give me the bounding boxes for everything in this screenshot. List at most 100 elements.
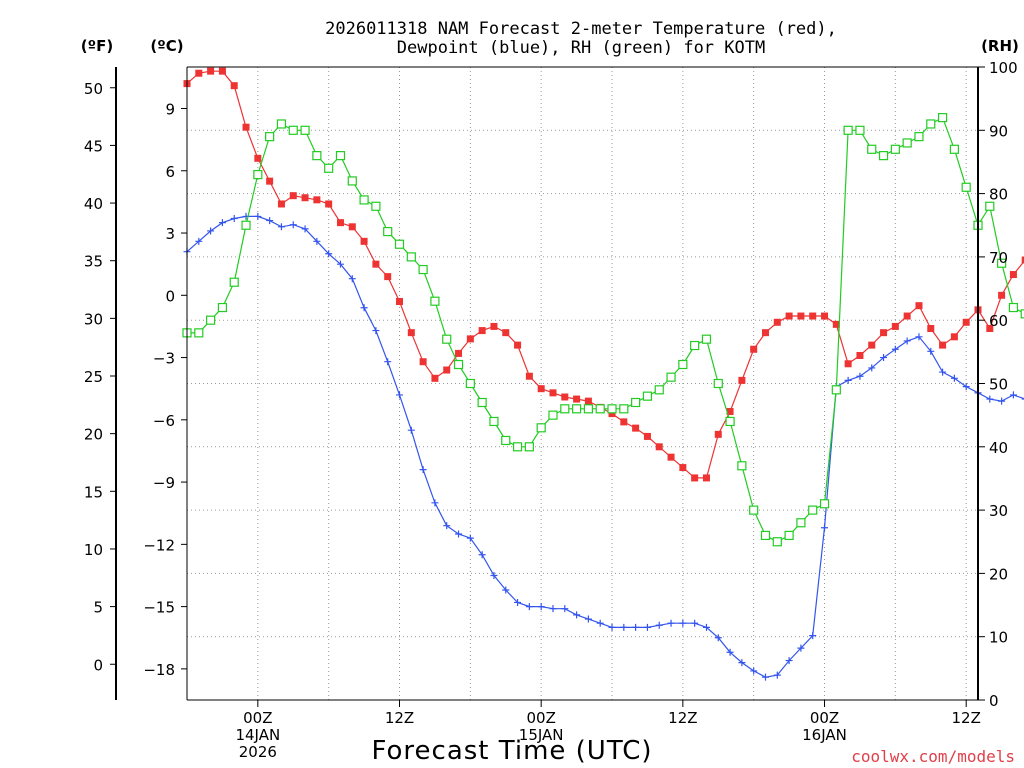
x-tick-label: 12Z — [668, 709, 697, 727]
temperature-point — [939, 341, 947, 349]
rh-point — [206, 315, 216, 325]
dewpoint-point — [478, 551, 486, 559]
temperature-point — [667, 453, 675, 461]
temperature-point — [691, 474, 699, 482]
temperature-point — [514, 341, 522, 349]
x-tick-label: 15JAN — [519, 726, 564, 744]
temperature-point — [207, 67, 215, 75]
fahrenheit-tick-label: 20 — [84, 426, 103, 444]
dewpoint-point — [915, 333, 923, 341]
rh-point — [406, 252, 416, 262]
dewpoint-point — [632, 623, 640, 631]
temperature-point — [289, 192, 297, 200]
temperature-point — [466, 335, 474, 343]
dewpoint-point — [584, 615, 592, 623]
temperature-series-line — [186, 70, 1024, 479]
rh-point — [217, 302, 228, 313]
rh-point — [949, 144, 959, 154]
temperature-point — [1021, 256, 1024, 264]
dewpoint-point — [230, 215, 238, 223]
dewpoint-point — [360, 304, 368, 312]
dewpoint-point — [962, 383, 970, 391]
dewpoint-point — [419, 466, 427, 474]
temperature-point — [336, 219, 344, 227]
dewpoint-point — [218, 219, 226, 227]
temperature-point — [455, 349, 463, 357]
fahrenheit-tick-label: 35 — [84, 253, 103, 271]
fahrenheit-tick-label: 30 — [84, 310, 103, 328]
rh-tick-label: 0 — [989, 692, 999, 710]
dewpoint-point — [986, 395, 994, 403]
dewpoint-point — [561, 605, 569, 613]
dewpoint-point — [384, 358, 392, 366]
temperature-point — [998, 291, 1006, 299]
rh-point — [536, 423, 546, 433]
dewpoint-point — [939, 368, 947, 376]
rh-point — [902, 138, 912, 148]
temperature-point — [584, 397, 592, 405]
temperature-point — [679, 464, 687, 472]
rh-point — [937, 113, 948, 123]
rh-tick-label: 20 — [989, 565, 1008, 583]
temperature-point — [431, 374, 439, 382]
temperature-point — [738, 376, 746, 384]
celsius-tick-label: 9 — [165, 101, 175, 119]
fahrenheit-tick-label: 40 — [84, 195, 103, 213]
temperature-point — [348, 223, 356, 231]
dewpoint-point — [844, 376, 852, 384]
axes-layer: 9630−3−6−9−12−15−18504540353025201510501… — [84, 59, 1018, 761]
rh-point — [878, 151, 889, 161]
temperature-point — [313, 196, 321, 204]
rh-point — [265, 132, 275, 142]
rh-point — [678, 359, 688, 370]
rh-point — [276, 119, 287, 129]
temperature-point — [502, 329, 510, 337]
dewpoint-point — [490, 571, 498, 579]
rh-point — [595, 404, 605, 414]
rh-point — [489, 416, 499, 427]
chart-title-line-2: Dewpoint (blue), RH (green) for KOTM — [397, 38, 765, 58]
temperature-point — [549, 389, 557, 397]
rh-point — [760, 530, 771, 541]
dewpoint-point — [455, 530, 463, 538]
rh-point — [300, 125, 310, 135]
dewpoint-point — [726, 648, 734, 656]
dewpoint-point — [691, 619, 699, 627]
rh-point — [465, 378, 475, 389]
celsius-tick-label: 3 — [165, 225, 175, 243]
dewpoint-point — [655, 621, 663, 629]
temperature-point — [195, 69, 203, 77]
celsius-unit-label: (ºC) — [150, 37, 183, 55]
dewpoint-point — [301, 225, 309, 233]
dewpoint-point — [396, 391, 404, 399]
x-tick-label: 16JAN — [802, 726, 847, 744]
dewpoint-series-line — [186, 215, 1024, 678]
rh-point — [194, 328, 204, 338]
rh-point — [501, 435, 511, 446]
dewpoint-point — [761, 673, 769, 681]
rh-point — [997, 258, 1007, 268]
dewpoint-point — [620, 623, 628, 631]
fahrenheit-tick-label: 5 — [93, 599, 103, 617]
celsius-tick-label: −6 — [153, 412, 175, 430]
rh-point — [867, 144, 877, 154]
temperature-point — [230, 82, 238, 90]
credit-text: coolwx.com/models — [851, 747, 1015, 766]
dewpoint-point — [785, 657, 793, 665]
temperature-point — [490, 322, 498, 330]
rh-point — [583, 404, 594, 414]
temperature-point — [396, 298, 404, 306]
rh-tick-label: 90 — [989, 122, 1008, 140]
temperature-point — [773, 318, 781, 326]
celsius-tick-label: −15 — [143, 599, 175, 617]
dewpoint-point — [643, 623, 651, 631]
rh-tick-label: 50 — [989, 376, 1008, 394]
rh-point — [749, 505, 759, 515]
temperature-point — [242, 123, 250, 131]
fahrenheit-tick-label: 15 — [84, 483, 103, 501]
temperature-point — [655, 443, 663, 451]
temperature-point — [419, 358, 427, 366]
dewpoint-point — [289, 221, 297, 229]
rh-point — [312, 151, 322, 161]
